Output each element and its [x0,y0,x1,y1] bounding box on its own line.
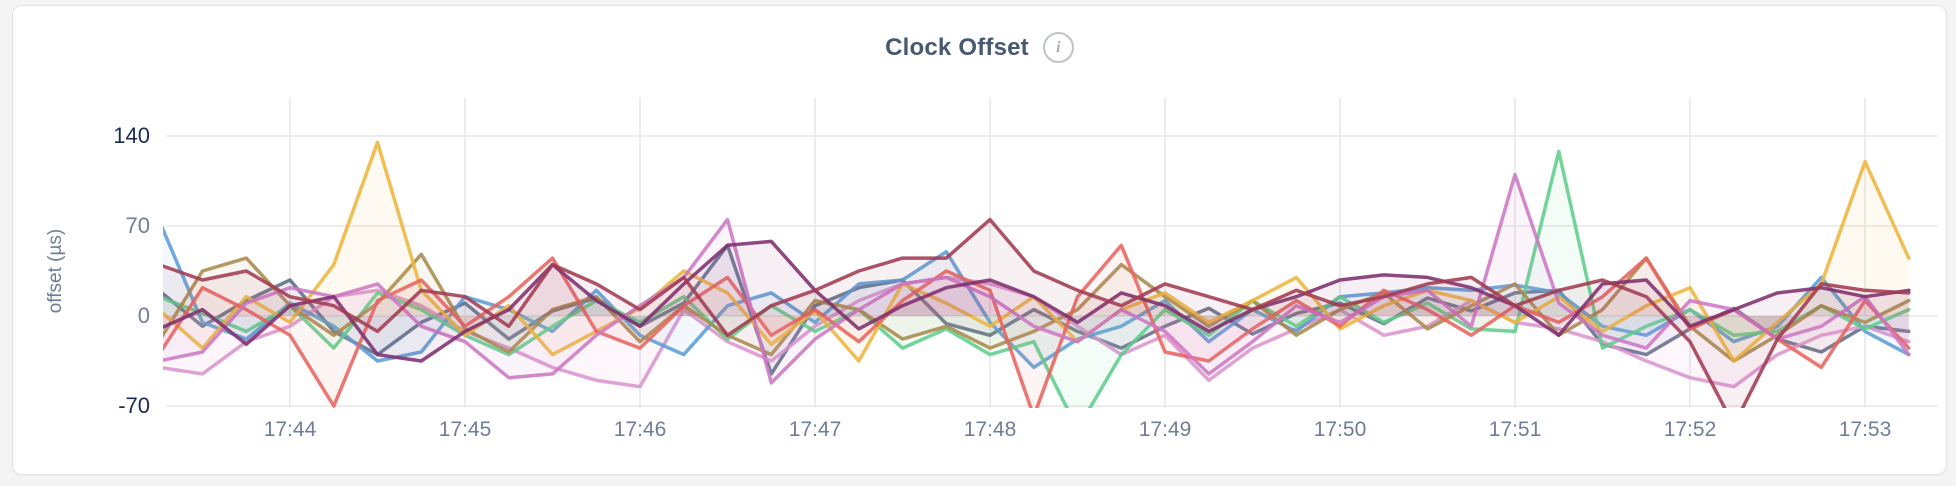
x-tick-label: 17:44 [264,418,317,441]
series-line-s5-olive [163,252,1911,363]
series-line-s9-plum [163,239,1911,363]
series-area-s4-green [163,151,1909,408]
x-tick-label: 17:45 [439,418,492,441]
x-tick-label: 17:52 [1664,418,1717,441]
y-axis-label: offset (µs) [45,229,66,314]
series-area-s6-gold [163,142,1909,361]
x-tick-label: 17:50 [1314,418,1367,441]
y-tick-label: -70 [118,393,150,418]
series-area-s10-maroon [163,219,1909,408]
x-tick-label: 17:49 [1139,418,1192,441]
series-line-s10-maroon [163,217,1911,408]
series-area-s5-olive [163,254,1909,361]
x-tick-label: 17:46 [614,418,667,441]
series-area-s1-slate [163,245,1909,374]
x-tick-label: 17:48 [964,418,1017,441]
x-tick-label: 17:51 [1489,418,1542,441]
series-line-s3-blue [163,225,1911,370]
series-area-s8-orchid [163,174,1909,383]
series-line-s8-orchid [163,172,1911,385]
chart-title: Clock Offset [885,33,1029,61]
y-tick-label: 0 [138,303,150,328]
x-tick-label: 17:53 [1839,418,1892,441]
info-icon[interactable]: i [1042,32,1074,63]
x-tick-label: 17:47 [789,418,842,441]
gridlines [166,98,1938,408]
clock-offset-card: Clock Offset i 140 70 0 -70 17:44 17:45 17:46 1… [12,5,1947,475]
y-tick-label: 70 [126,213,150,238]
y-tick-label: 140 [113,123,150,148]
series-area-s9-plum [163,241,1909,361]
chart-header: Clock Offset i [13,32,1946,63]
clock-offset-chart: 140 70 0 -70 17:44 17:45 17:46 17:47 17:48 17:49 1… [45,98,1938,441]
